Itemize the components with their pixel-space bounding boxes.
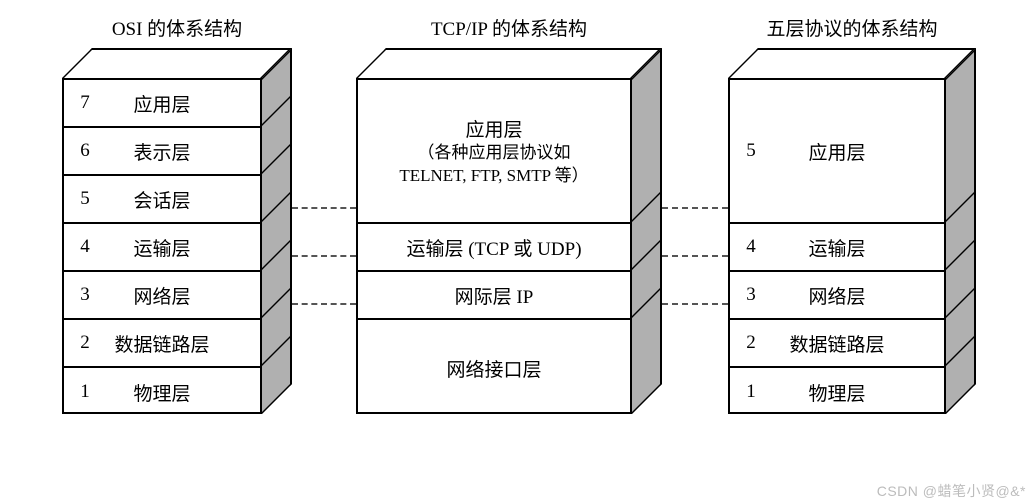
osi-top-face [62, 48, 292, 78]
connector-dash [292, 207, 356, 209]
title-tcpip: TCP/IP 的体系结构 [356, 14, 662, 41]
osi-layer-row: 3网络层 [64, 272, 260, 320]
connector-dash [662, 207, 728, 209]
tcpip-layer-row: 运输层 (TCP 或 UDP) [358, 224, 630, 272]
osi-layer-label: 物理层 [106, 379, 260, 406]
title-five: 五层协议的体系结构 [728, 14, 976, 41]
five-layer-label: 应用层 [772, 138, 944, 165]
osi-side-face [262, 48, 292, 414]
tcpip-stack: 应用层（各种应用层协议如TELNET, FTP, SMTP 等） 运输层 (TCP… [356, 48, 632, 414]
five-front-face: 5应用层4运输层3网络层2数据链路层1物理层 [728, 78, 946, 414]
osi-layer-number: 7 [64, 92, 106, 114]
osi-layer-row: 5会话层 [64, 176, 260, 224]
five-layer-label: 运输层 [772, 234, 944, 261]
five-side-face [946, 48, 976, 414]
osi-layer-number: 1 [64, 381, 106, 403]
five-layer-row: 2数据链路层 [730, 320, 944, 368]
five-layer-number: 4 [730, 236, 772, 258]
tcpip-layer-row: 网络接口层 [358, 320, 630, 416]
five-layer-label: 物理层 [772, 379, 944, 406]
five-layer-number: 3 [730, 284, 772, 306]
osi-layer-number: 2 [64, 332, 106, 354]
five-layer-row: 4运输层 [730, 224, 944, 272]
osi-layer-row: 6表示层 [64, 128, 260, 176]
osi-layer-row: 7应用层 [64, 80, 260, 128]
five-layer-number: 1 [730, 381, 772, 403]
tcpip-layer-row: 应用层（各种应用层协议如TELNET, FTP, SMTP 等） [358, 80, 630, 224]
watermark: CSDN @蜡笔小贤@&* [877, 481, 1026, 501]
osi-layer-row: 4运输层 [64, 224, 260, 272]
tcpip-side-face [632, 48, 662, 414]
tcpip-layer-label: 网络接口层 [358, 355, 630, 382]
osi-layer-label: 数据链路层 [106, 330, 260, 357]
osi-layer-number: 3 [64, 284, 106, 306]
five-layer-label: 网络层 [772, 282, 944, 309]
title-osi: OSI 的体系结构 [62, 14, 292, 41]
tcpip-layer-label: 网际层 IP [358, 282, 630, 309]
tcpip-top-face [356, 48, 662, 78]
five-layer-row: 1物理层 [730, 368, 944, 416]
osi-layer-label: 网络层 [106, 282, 260, 309]
connector-dash [662, 303, 728, 305]
tcpip-layer-row: 网际层 IP [358, 272, 630, 320]
five-layer-row: 5应用层 [730, 80, 944, 224]
osi-layer-row: 2数据链路层 [64, 320, 260, 368]
osi-stack: 7应用层6表示层5会话层4运输层3网络层2数据链路层1物理层 [62, 48, 262, 414]
osi-layer-number: 6 [64, 140, 106, 162]
five-layer-number: 2 [730, 332, 772, 354]
osi-layer-number: 5 [64, 188, 106, 210]
osi-layer-label: 应用层 [106, 90, 260, 117]
osi-layer-label: 运输层 [106, 234, 260, 261]
osi-layer-row: 1物理层 [64, 368, 260, 416]
tcpip-layer-label: 运输层 (TCP 或 UDP) [358, 234, 630, 261]
osi-layer-label: 表示层 [106, 138, 260, 165]
osi-front-face: 7应用层6表示层5会话层4运输层3网络层2数据链路层1物理层 [62, 78, 262, 414]
connector-dash [292, 303, 356, 305]
connector-dash [292, 255, 356, 257]
tcpip-front-face: 应用层（各种应用层协议如TELNET, FTP, SMTP 等） 运输层 (TCP… [356, 78, 632, 414]
five-top-face [728, 48, 976, 78]
connector-dash [662, 255, 728, 257]
diagram-canvas: OSI 的体系结构 TCP/IP 的体系结构 五层协议的体系结构 7应用层6表示… [0, 0, 1032, 503]
five-layer-number: 5 [730, 140, 772, 162]
osi-layer-label: 会话层 [106, 186, 260, 213]
tcpip-layer-label: 应用层（各种应用层协议如TELNET, FTP, SMTP 等） [358, 115, 630, 188]
five-layer-row: 3网络层 [730, 272, 944, 320]
five-stack: 5应用层4运输层3网络层2数据链路层1物理层 [728, 48, 946, 414]
five-layer-label: 数据链路层 [772, 330, 944, 357]
osi-layer-number: 4 [64, 236, 106, 258]
